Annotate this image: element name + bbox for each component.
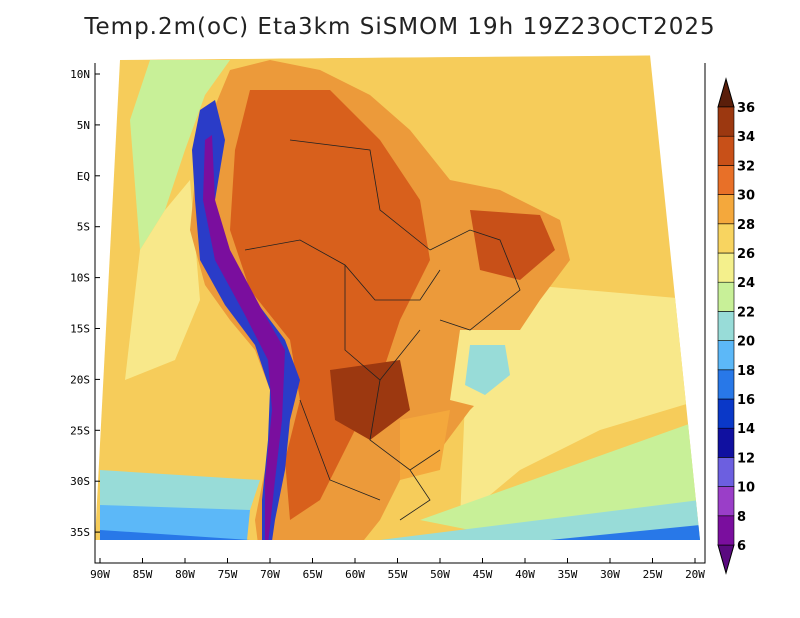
border-line — [344, 265, 421, 381]
map-field — [95, 55, 700, 540]
longitude-tick-label: 40W — [515, 568, 535, 581]
longitude-tick-label: 35W — [558, 568, 578, 581]
latitude-tick-label: 25S — [70, 424, 90, 437]
colorbar-segment — [717, 252, 735, 283]
colorbar-label: 6 — [737, 539, 746, 554]
colorbar: 6 8 10 12 14 16 18 20 22 24 26 28 30 32 34 36 — [717, 77, 755, 575]
map-frame — [94, 63, 706, 564]
longitude-tick-label: 80W — [175, 568, 195, 581]
colorbar-segment — [717, 515, 735, 546]
colorbar-segment — [717, 369, 735, 400]
map-title: Temp.2m(oC) Eta3km SiSMOM 19h 19Z23OCT20… — [84, 14, 716, 40]
colorbar-label: 18 — [737, 364, 755, 379]
south-cool-band-2 — [100, 505, 250, 540]
colorbar-low-arrow — [717, 544, 735, 575]
colorbar-label: 16 — [737, 393, 755, 408]
colorbar-label: 30 — [737, 189, 755, 204]
colorbar-segment — [717, 223, 735, 254]
longitude-tick-label: 45W — [473, 568, 493, 581]
longitude-tick-label: 70W — [260, 568, 280, 581]
pantanal-hot-region — [330, 360, 410, 440]
latitude-tick-label: 20S — [70, 373, 90, 386]
colorbar-label: 24 — [737, 276, 755, 291]
colorbar-label: 32 — [737, 159, 755, 174]
colorbar-label: 22 — [737, 305, 755, 320]
andes-core — [203, 135, 285, 540]
colorbar-label: 12 — [737, 451, 755, 466]
longitude-tick-label: 65W — [303, 568, 323, 581]
hot-interior-region — [230, 90, 430, 520]
pacific-cool-band — [130, 60, 230, 250]
latitude-tick-label: 10S — [70, 272, 90, 285]
border-line — [399, 469, 431, 521]
longitude-tick-label: 85W — [133, 568, 153, 581]
colorbar-segment — [717, 165, 735, 195]
colorbar-label: 36 — [737, 101, 755, 116]
country-borders — [244, 139, 521, 521]
colorbar-label: 28 — [737, 218, 755, 233]
latitude-tick-label: 10N — [70, 68, 90, 81]
colorbar-label: 26 — [737, 247, 755, 262]
colorbar-segment — [717, 457, 735, 487]
colorbar-label: 10 — [737, 481, 755, 496]
colorbar-segment — [717, 281, 735, 312]
longitude-axis: 90W 85W 80W 75W 70W 65W 60W 55W 50W 45W 40W 35W 30W 2… — [90, 558, 705, 581]
latitude-tick-label: 15S — [70, 323, 90, 336]
latitude-tick-label: 35S — [70, 526, 90, 539]
border-line — [289, 139, 431, 251]
longitude-tick-label: 55W — [388, 568, 408, 581]
border-line — [369, 379, 441, 471]
southeast-highlands-cool — [465, 345, 510, 395]
colorbar-segment — [717, 398, 735, 429]
longitude-tick-label: 30W — [600, 568, 620, 581]
colorbar-segment — [717, 106, 735, 137]
south-cool-band-5 — [400, 525, 700, 540]
border-line — [244, 239, 441, 301]
colorbar-label: 34 — [737, 130, 755, 145]
colorbar-segment — [717, 194, 735, 225]
colorbar-label: 14 — [737, 422, 755, 437]
border-line — [299, 399, 381, 501]
latitude-tick-label: EQ — [77, 170, 90, 183]
colorbar-high-arrow — [717, 77, 735, 108]
longitude-tick-label: 50W — [430, 568, 450, 581]
colorbar-segment — [717, 311, 735, 341]
latitude-tick-label: 30S — [70, 475, 90, 488]
latitude-tick-label: 5S — [77, 221, 90, 234]
longitude-tick-label: 60W — [345, 568, 365, 581]
longitude-tick-label: 25W — [643, 568, 663, 581]
latitude-tick-label: 5N — [77, 119, 90, 132]
colorbar-segment — [717, 486, 735, 517]
border-line — [429, 229, 521, 331]
longitude-tick-label: 90W — [90, 568, 110, 581]
south-cool-band-4 — [380, 500, 700, 540]
colorbar-label: 20 — [737, 335, 755, 350]
latitude-axis: 10N 5N EQ 5S 10S 15S 20S 25S 30S 35S — [70, 68, 100, 539]
longitude-tick-label: 20W — [685, 568, 705, 581]
northeast-hot-region — [470, 210, 555, 280]
colorbar-segment — [717, 135, 735, 166]
south-cool-band-3 — [100, 530, 250, 540]
south-brazil-coast — [400, 410, 450, 480]
colorbar-label: 8 — [737, 510, 746, 525]
longitude-tick-label: 75W — [218, 568, 238, 581]
colorbar-segment — [717, 340, 735, 371]
pacific-mid-band — [125, 180, 200, 380]
colorbar-segment — [717, 427, 735, 458]
